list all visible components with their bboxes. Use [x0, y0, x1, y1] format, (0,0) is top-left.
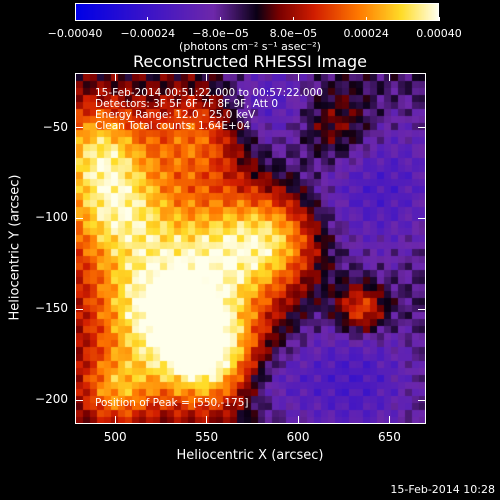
annotation-time: 15-Feb-2014 00:51:22.000 to 00:57:22.000	[95, 87, 323, 99]
y-tick-mark	[418, 399, 425, 401]
colorbar-tick-label: −0.00024	[120, 27, 176, 40]
colorbar-tick-label: −0.00040	[47, 27, 103, 40]
colorbar-unit-label: (photons cm⁻² s⁻¹ asec⁻²)	[179, 40, 321, 53]
peak-position-label: Position of Peak = [550,-175]	[95, 397, 249, 409]
colorbar-tick-label: 8.0e−05	[269, 27, 318, 40]
x-tick-mark	[114, 416, 116, 423]
y-tick-label: −200	[35, 392, 68, 407]
y-tick-mark	[76, 308, 83, 310]
colorbar-tick-mark	[292, 17, 294, 21]
y-tick-label: −100	[35, 210, 68, 225]
y-tick-mark	[76, 127, 83, 129]
colorbar-tick-mark	[438, 17, 440, 21]
annotation-detectors: Detectors: 3F 5F 6F 7F 8F 9F, Att 0	[95, 98, 279, 110]
y-tick-mark	[76, 217, 83, 219]
chart-title: Reconstructed RHESSI Image	[133, 52, 367, 71]
colorbar-tick-mark	[220, 17, 222, 21]
y-tick-label: −150	[35, 301, 68, 316]
colorbar	[75, 3, 439, 21]
x-tick-mark	[206, 74, 208, 81]
heatmap-image	[76, 74, 425, 423]
colorbar-tick-mark	[74, 17, 76, 21]
colorbar-tick-label: −8.0e−05	[192, 27, 249, 40]
y-tick-mark	[418, 217, 425, 219]
y-tick-label: −50	[42, 119, 68, 134]
annotation-clean: Clean Total counts: 1.64E+04	[95, 120, 251, 132]
x-tick-mark	[206, 416, 208, 423]
x-tick-mark	[114, 74, 116, 81]
x-axis-label: Heliocentric X (arcsec)	[176, 448, 324, 463]
colorbar-tick-mark	[147, 17, 149, 21]
annotation-energy: Energy Range: 12.0 - 25.0 keV	[95, 109, 256, 121]
colorbar-tick-label: 0.00040	[416, 27, 462, 40]
colorbar-tick-mark	[365, 17, 367, 21]
x-tick-label: 500	[103, 430, 127, 444]
x-tick-mark	[297, 74, 299, 81]
timestamp-footer: 15-Feb-2014 10:28	[390, 483, 495, 496]
x-tick-label: 650	[377, 430, 401, 444]
x-tick-mark	[297, 416, 299, 423]
y-tick-mark	[418, 127, 425, 129]
colorbar-tick-label: 0.00024	[343, 27, 389, 40]
x-tick-label: 550	[195, 430, 219, 444]
y-tick-mark	[76, 399, 83, 401]
y-axis-label: Heliocentric Y (arcsec)	[7, 174, 23, 321]
plot-frame	[75, 73, 426, 424]
y-tick-mark	[418, 308, 425, 310]
x-tick-label: 600	[286, 430, 310, 444]
x-tick-mark	[388, 74, 390, 81]
x-tick-mark	[388, 416, 390, 423]
